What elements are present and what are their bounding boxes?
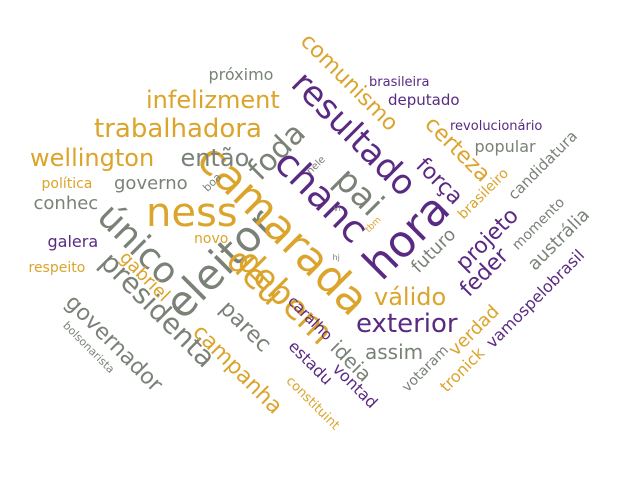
word-revolucionario: revolucionário <box>450 118 543 134</box>
word-assim: assim <box>365 340 424 364</box>
word-wellington: wellington <box>30 144 155 172</box>
word-proximo: próximo <box>208 65 274 84</box>
word-constituint: constituint <box>282 373 342 433</box>
word-galera: galera <box>47 232 99 251</box>
word-valido: válido <box>374 283 447 311</box>
word-deputado: deputado <box>388 90 460 109</box>
word-novo: novo <box>194 231 229 247</box>
word-vi: vi <box>333 204 341 213</box>
word-popular: popular <box>474 137 536 156</box>
word-ness: ness <box>146 190 238 236</box>
word-respeito: respeito <box>28 260 86 276</box>
word-infelizment: infelizment <box>146 86 280 114</box>
word-trabalhadora: trabalhadora <box>94 114 262 144</box>
word-brasileira: brasileira <box>369 74 430 90</box>
word-conhec: conhec <box>33 193 99 214</box>
word-politica: política <box>41 176 93 192</box>
word-hj: hj <box>332 253 340 262</box>
word-entao: então <box>180 144 250 172</box>
word-exterior: exterior <box>356 309 458 339</box>
word-governo: governo <box>114 173 188 194</box>
